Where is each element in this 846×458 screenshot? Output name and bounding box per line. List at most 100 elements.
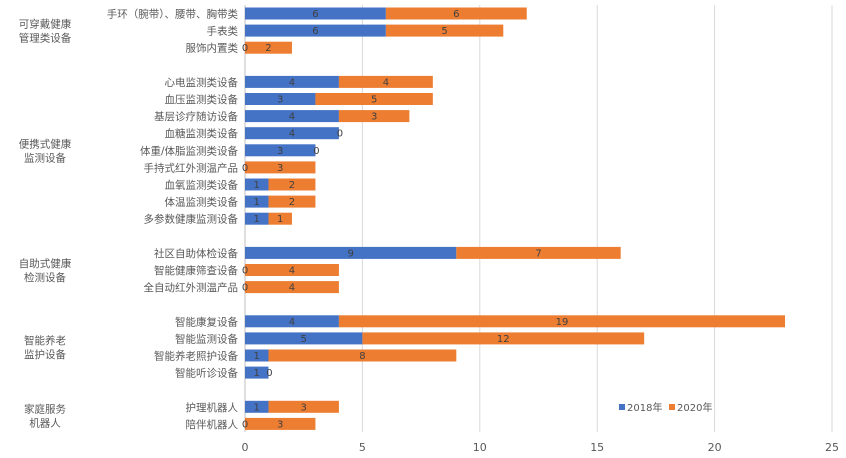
data-label-2018: 4 <box>289 129 295 140</box>
bar-2018 <box>245 24 386 37</box>
category-label: 血糖监测类设备 <box>165 127 239 140</box>
data-label-2018: 1 <box>254 214 260 225</box>
legend-label: 2020年 <box>677 401 712 414</box>
category-label: 全自动红外测温产品 <box>144 281 239 294</box>
group-label: 自助式健康 <box>19 257 72 270</box>
bar-2018 <box>245 178 269 191</box>
data-label-2018: 6 <box>312 26 318 37</box>
data-label-2018: 0 <box>242 266 248 277</box>
data-label-2020: 3 <box>277 163 283 174</box>
bar-2018 <box>245 195 269 208</box>
group-label: 家庭服务 <box>24 402 66 415</box>
group-label: 监测设备 <box>24 151 66 164</box>
bar-2020 <box>268 212 292 225</box>
category-label: 体重/体脂监测类设备 <box>140 144 239 157</box>
bar-2020 <box>338 315 786 328</box>
bar-2020 <box>268 195 316 208</box>
group-label: 管理类设备 <box>19 32 72 45</box>
category-label: 心电监测类设备 <box>165 76 239 89</box>
category-label: 血氧监测类设备 <box>165 179 239 192</box>
data-label-2018: 0 <box>242 283 248 294</box>
legend-swatch <box>669 404 675 410</box>
category-label: 手环（腕带）、腰带、胸带类 <box>107 8 239 21</box>
x-tick-label: 20 <box>708 441 722 454</box>
bar-2018 <box>245 349 269 362</box>
bar-2020 <box>245 41 292 54</box>
bar-2020 <box>268 178 316 191</box>
data-label-2020: 5 <box>441 26 447 37</box>
data-label-2020: 2 <box>289 197 295 208</box>
category-label: 智能听诊设备 <box>175 367 238 380</box>
data-label-2020: 4 <box>289 283 295 294</box>
bar-2020 <box>362 332 645 345</box>
data-label-2020: 4 <box>289 266 295 277</box>
data-label-2020: 4 <box>383 77 389 88</box>
data-label-2020: 0 <box>266 368 272 379</box>
category-label: 血压监测类设备 <box>165 93 239 106</box>
bar-2020 <box>385 24 504 37</box>
bar-2020 <box>268 349 457 362</box>
group-label: 监护设备 <box>24 348 66 361</box>
data-label-2018: 1 <box>254 402 260 413</box>
legend-swatch <box>619 404 625 410</box>
data-label-2020: 3 <box>301 402 307 413</box>
category-label: 智能养老照护设备 <box>154 350 238 363</box>
bar-2020 <box>456 246 621 259</box>
category-label: 体温监测类设备 <box>165 196 239 209</box>
bar-2018 <box>245 110 339 123</box>
bar-2018 <box>245 315 339 328</box>
data-label-2018: 0 <box>242 163 248 174</box>
data-label-2018: 4 <box>289 112 295 123</box>
category-label: 陪伴机器人 <box>186 418 239 431</box>
data-label-2018: 1 <box>254 197 260 208</box>
data-label-2020: 8 <box>359 351 365 362</box>
data-label-2020: 0 <box>337 129 343 140</box>
bar-2020 <box>385 7 527 20</box>
data-label-2018: 1 <box>254 351 260 362</box>
category-label: 手持式红外测温产品 <box>144 161 239 174</box>
bar-2018 <box>245 144 316 157</box>
bar-2018 <box>245 212 269 225</box>
data-label-2020: 1 <box>277 214 283 225</box>
bar-2018 <box>245 332 363 345</box>
data-label-2018: 9 <box>347 248 353 259</box>
bar-2020 <box>245 264 339 276</box>
group-label: 便携式健康 <box>19 137 72 150</box>
category-label: 多参数健康监测设备 <box>144 213 239 226</box>
data-label-2018: 0 <box>242 419 248 430</box>
x-tick-label: 10 <box>473 441 487 454</box>
bar-2018 <box>245 93 316 105</box>
x-tick-label: 5 <box>359 441 366 454</box>
bar-2020 <box>245 281 339 294</box>
group-label: 可穿戴健康 <box>19 18 72 31</box>
data-label-2018: 3 <box>277 146 283 157</box>
data-label-2020: 12 <box>497 334 510 345</box>
x-tick-label: 15 <box>590 441 604 454</box>
data-label-2018: 4 <box>289 77 295 88</box>
data-label-2018: 5 <box>301 334 307 345</box>
data-label-2018: 6 <box>312 9 318 20</box>
bar-2020 <box>268 400 339 413</box>
data-label-2020: 3 <box>371 112 377 123</box>
data-label-2018: 4 <box>289 317 295 328</box>
group-label: 机器人 <box>29 416 61 429</box>
bar-2020 <box>245 161 316 174</box>
data-label-2018: 1 <box>254 180 260 191</box>
bar-2018 <box>245 366 269 379</box>
category-label: 手表类 <box>207 25 239 38</box>
data-label-2020: 7 <box>535 248 541 259</box>
x-tick-label: 25 <box>825 441 839 454</box>
data-label-2020: 3 <box>277 419 283 430</box>
data-label-2018: 1 <box>254 368 260 379</box>
group-label: 智能养老 <box>24 334 66 347</box>
bar-2018 <box>245 400 269 413</box>
category-label: 智能监测设备 <box>175 332 238 345</box>
bar-2018 <box>245 7 386 20</box>
data-label-2018: 0 <box>242 43 248 54</box>
x-tick-label: 0 <box>242 441 249 454</box>
data-label-2018: 3 <box>277 95 283 106</box>
data-label-2020: 2 <box>289 180 295 191</box>
category-label: 智能健康筛查设备 <box>154 264 238 277</box>
bar-2020 <box>245 417 316 430</box>
